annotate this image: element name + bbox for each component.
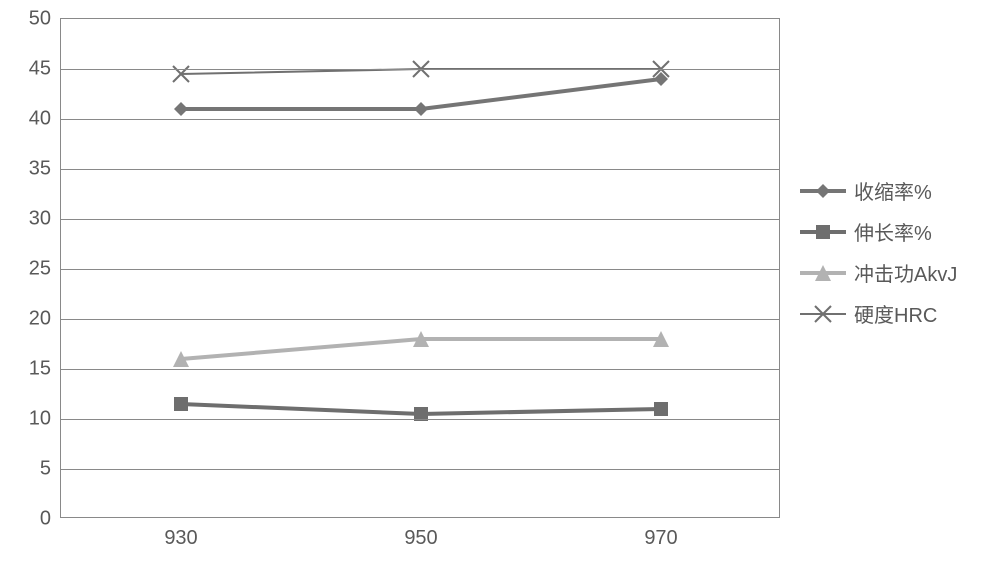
y-tick-label: 25	[29, 258, 61, 281]
legend-item-impact: 冲击功AkvJ	[800, 258, 957, 287]
x-tick-label: 970	[644, 517, 677, 550]
gridline	[61, 219, 779, 220]
legend-swatch	[800, 304, 846, 324]
legend-swatch	[800, 263, 846, 283]
legend-swatch	[800, 222, 846, 242]
data-marker	[174, 102, 188, 116]
y-tick-label: 30	[29, 208, 61, 231]
chart-container: 05101520253035404550930950970 收缩率%伸长率%冲击…	[0, 0, 1000, 579]
gridline	[61, 269, 779, 270]
data-marker	[174, 397, 188, 411]
gridline	[61, 119, 779, 120]
legend-item-hardness: 硬度HRC	[800, 299, 957, 328]
y-tick-label: 5	[40, 458, 61, 481]
legend-label: 硬度HRC	[854, 299, 937, 328]
y-tick-label: 50	[29, 8, 61, 31]
x-tick-label: 950	[404, 517, 437, 550]
y-tick-label: 40	[29, 108, 61, 131]
legend-item-elongation: 伸长率%	[800, 217, 957, 246]
gridline	[61, 369, 779, 370]
gridline	[61, 419, 779, 420]
y-tick-label: 20	[29, 308, 61, 331]
y-tick-label: 45	[29, 58, 61, 81]
y-tick-label: 35	[29, 158, 61, 181]
legend: 收缩率% 伸长率% 冲击功AkvJ 硬度HRC	[800, 170, 957, 334]
legend-label: 收缩率%	[854, 176, 932, 205]
data-marker	[816, 225, 830, 239]
gridline	[61, 319, 779, 320]
y-tick-label: 0	[40, 508, 61, 531]
legend-swatch	[800, 181, 846, 201]
x-tick-label: 930	[164, 517, 197, 550]
gridline	[61, 169, 779, 170]
legend-label: 伸长率%	[854, 217, 932, 246]
y-tick-label: 10	[29, 408, 61, 431]
data-marker	[414, 102, 428, 116]
legend-label: 冲击功AkvJ	[854, 258, 957, 287]
gridline	[61, 469, 779, 470]
gridline	[61, 69, 779, 70]
data-marker	[816, 184, 830, 198]
y-tick-label: 15	[29, 358, 61, 381]
legend-item-shrinkage: 收缩率%	[800, 176, 957, 205]
data-marker	[654, 402, 668, 416]
plot-area: 05101520253035404550930950970	[60, 18, 780, 518]
